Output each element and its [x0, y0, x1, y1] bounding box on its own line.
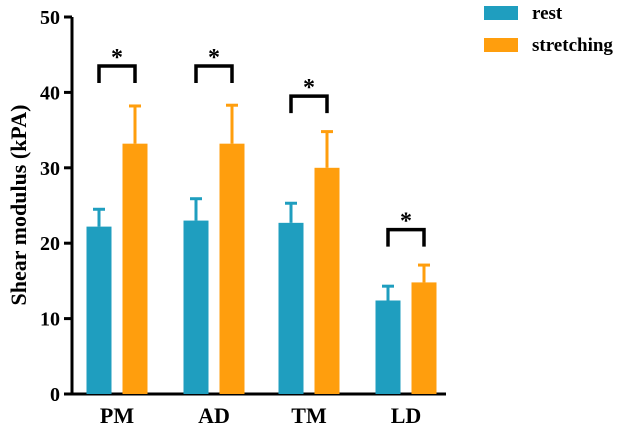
legend-label-stretching: stretching	[532, 35, 613, 56]
significance-star: *	[303, 75, 315, 101]
bar-rest-ld	[375, 300, 401, 394]
bar-rest-tm	[278, 222, 304, 394]
y-tick-label: 50	[40, 7, 60, 29]
significance-star: *	[400, 209, 412, 235]
y-tick-label: 30	[40, 158, 60, 180]
x-tick-label: PM	[100, 403, 134, 428]
y-tick-label: 10	[40, 309, 60, 331]
significance-star: *	[111, 45, 123, 71]
bar-rest-ad	[183, 220, 209, 394]
bar-stretching-pm	[122, 143, 148, 394]
y-tick-label: 20	[40, 233, 60, 255]
significance-star: *	[208, 45, 220, 71]
significance-bracket	[289, 94, 329, 114]
y-axis-label: Shear modulus (kPA)	[6, 105, 31, 306]
bar-stretching-tm	[314, 167, 340, 394]
bar-stretching-ld	[411, 282, 437, 394]
x-tick-label: AD	[198, 403, 230, 428]
legend-swatch-stretching	[484, 38, 518, 52]
legend-label-rest: rest	[532, 3, 563, 24]
significance-bracket	[97, 64, 137, 84]
y-tick-label: 0	[50, 384, 60, 406]
bar-stretching-ad	[219, 143, 245, 394]
significance-bracket	[194, 64, 234, 84]
legend-swatch-rest	[484, 6, 518, 20]
y-tick-label: 40	[40, 82, 60, 104]
significance-bracket	[386, 227, 426, 247]
x-tick-label: LD	[391, 403, 422, 428]
bar-rest-pm	[86, 226, 112, 394]
x-tick-label: TM	[291, 403, 327, 428]
